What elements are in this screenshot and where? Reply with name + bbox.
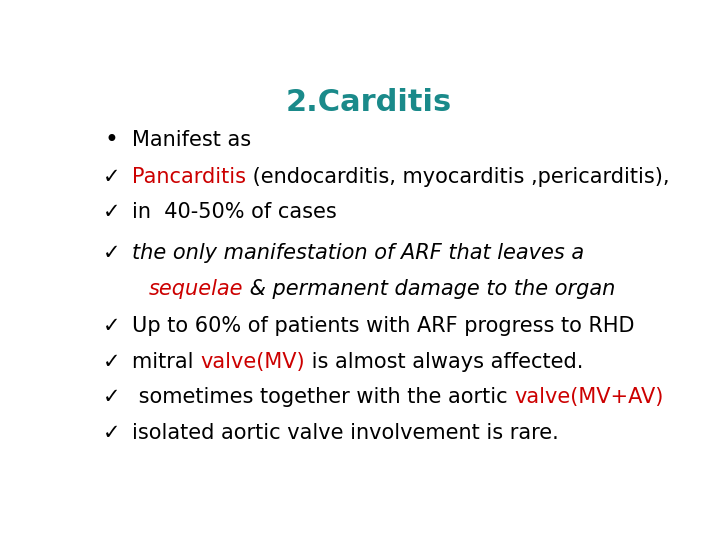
Text: ✓: ✓: [102, 316, 120, 336]
Text: ✓: ✓: [102, 167, 120, 187]
Text: mitral: mitral: [132, 352, 200, 372]
Text: valve(MV): valve(MV): [200, 352, 305, 372]
Text: ✓: ✓: [102, 202, 120, 222]
Text: & permanent damage to the organ: & permanent damage to the organ: [243, 279, 616, 299]
Text: ✓: ✓: [102, 243, 120, 263]
Text: ✓: ✓: [102, 387, 120, 408]
Text: valve(MV+AV): valve(MV+AV): [514, 387, 663, 408]
Text: isolated aortic valve involvement is rare.: isolated aortic valve involvement is rar…: [132, 423, 559, 443]
Text: is almost always affected.: is almost always affected.: [305, 352, 583, 372]
Text: ✓: ✓: [102, 423, 120, 443]
Text: (endocarditis, myocarditis ,pericarditis),: (endocarditis, myocarditis ,pericarditis…: [246, 167, 670, 187]
Text: the only manifestation of ARF that leaves a: the only manifestation of ARF that leave…: [132, 243, 584, 263]
Text: in  40-50% of cases: in 40-50% of cases: [132, 202, 337, 222]
Text: Pancarditis: Pancarditis: [132, 167, 246, 187]
Text: Up to 60% of patients with ARF progress to RHD: Up to 60% of patients with ARF progress …: [132, 316, 634, 336]
Text: sequelae: sequelae: [148, 279, 243, 299]
Text: •: •: [104, 127, 118, 152]
Text: Manifest as: Manifest as: [132, 130, 251, 150]
Text: ✓: ✓: [102, 352, 120, 372]
Text: sometimes together with the aortic: sometimes together with the aortic: [132, 387, 514, 408]
Text: 2.Carditis: 2.Carditis: [286, 87, 452, 117]
